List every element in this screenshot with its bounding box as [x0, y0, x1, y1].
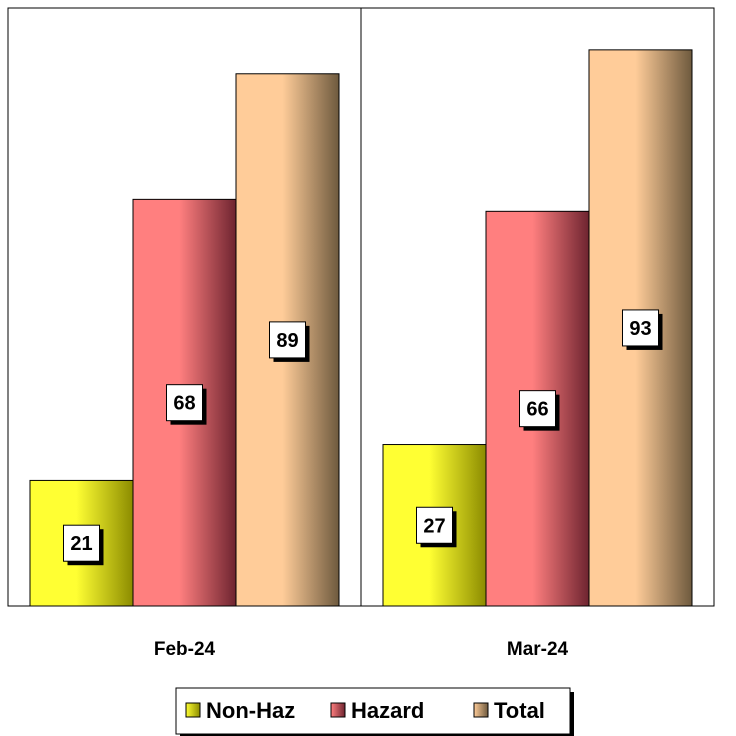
legend-label-hazard: Hazard	[351, 698, 424, 723]
legend-swatch-hazard	[330, 702, 346, 718]
data-label-value: 66	[526, 399, 548, 421]
legend-label-non-haz: Non-Haz	[206, 698, 295, 723]
data-labels: 21 68 89 27 66 93	[63, 309, 663, 566]
axes: Feb-24 Mar-24	[7, 7, 715, 660]
data-label-non-haz-mar-24: 27	[416, 506, 457, 548]
data-label-non-haz-feb-24: 21	[63, 524, 104, 566]
legend: Non-Haz Hazard Total	[175, 687, 574, 736]
data-label-total-feb-24: 89	[269, 321, 310, 362]
legend-label-total: Total	[494, 698, 545, 723]
category-label-mar-24: Mar-24	[507, 639, 569, 660]
data-label-value: 89	[276, 330, 298, 352]
legend-item-hazard: Hazard	[330, 698, 424, 723]
legend-item-non-haz: Non-Haz	[185, 698, 295, 723]
legend-swatch-non-haz	[185, 702, 201, 718]
data-label-value: 93	[629, 318, 651, 340]
data-label-value: 68	[173, 393, 195, 415]
legend-swatch-total	[473, 702, 489, 718]
data-label-hazard-feb-24: 68	[166, 384, 207, 425]
legend-box	[175, 687, 571, 735]
data-label-value: 27	[423, 515, 445, 537]
category-label-feb-24: Feb-24	[154, 639, 216, 660]
legend-item-total: Total	[473, 698, 545, 723]
data-label-hazard-mar-24: 66	[519, 390, 560, 431]
data-label-value: 21	[70, 533, 92, 555]
data-label-total-mar-24: 93	[622, 309, 663, 350]
